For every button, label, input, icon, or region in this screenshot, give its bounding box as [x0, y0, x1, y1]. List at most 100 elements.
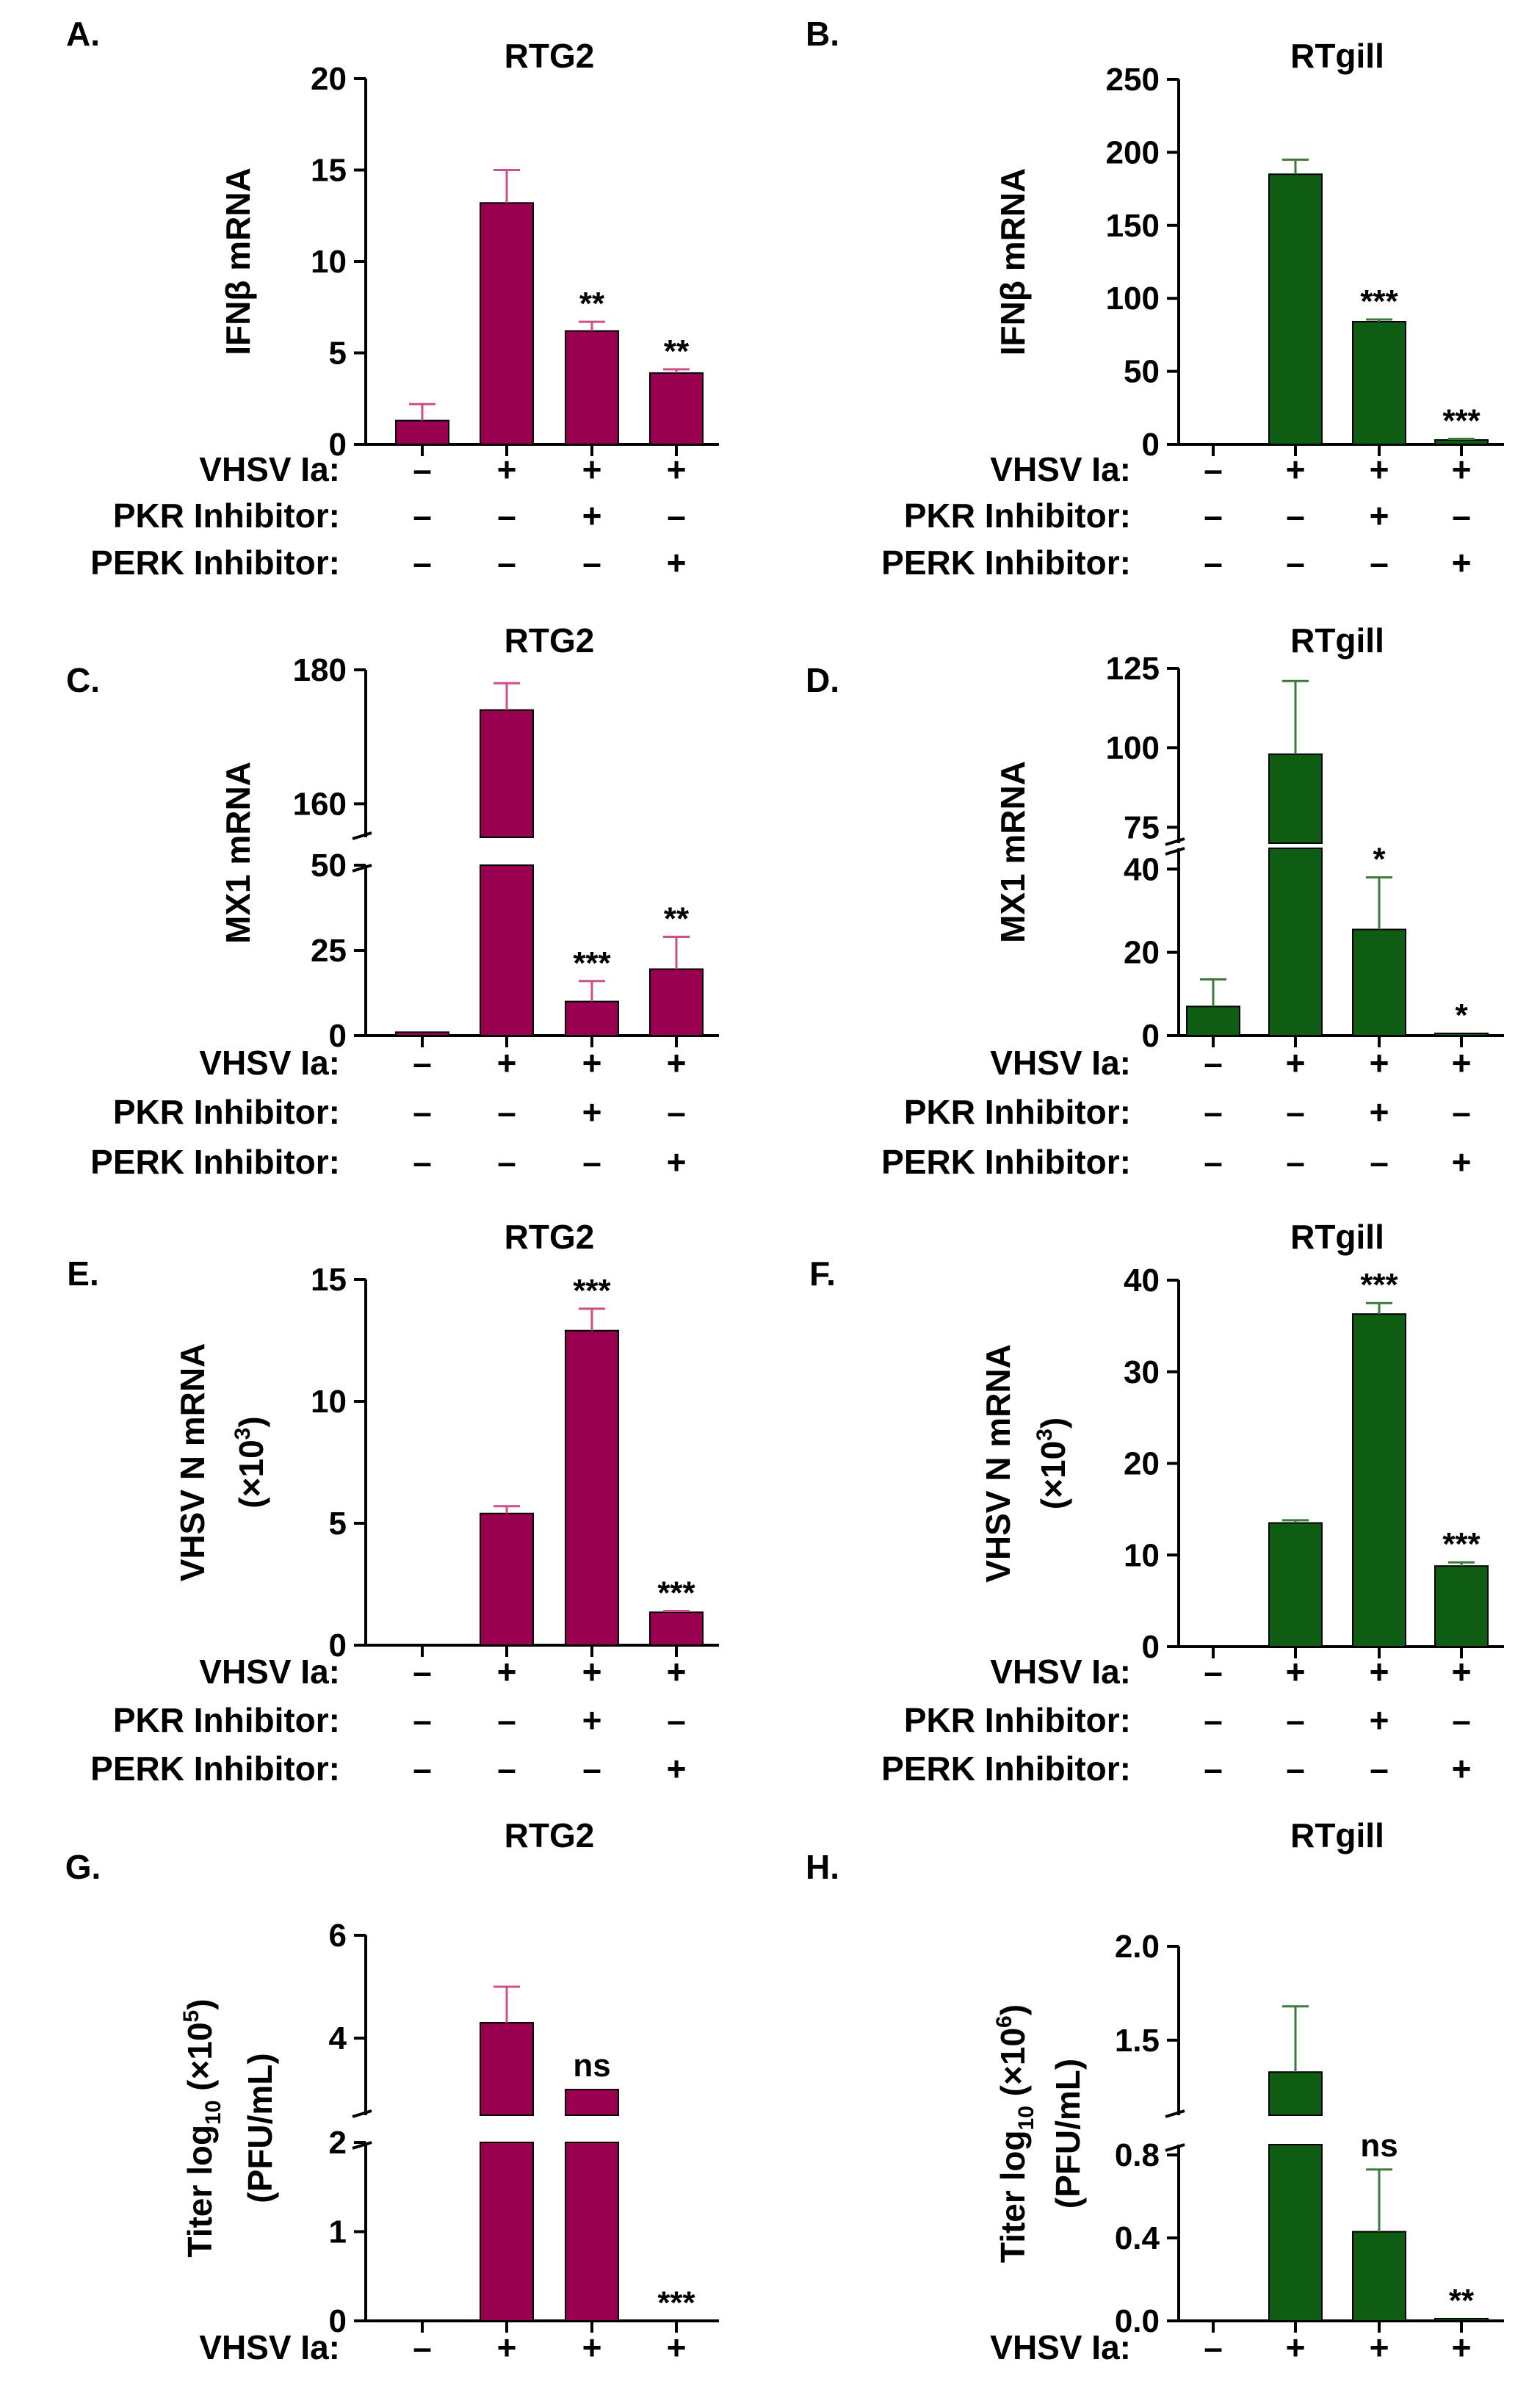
- condition-row-label: PKR Inhibitor:: [904, 496, 1131, 535]
- y-tick-label: 0: [329, 2303, 347, 2339]
- condition-symbol: –: [1286, 543, 1305, 582]
- y-tick-label: 2: [329, 2125, 347, 2161]
- bar: [565, 1329, 619, 1646]
- condition-symbol: –: [1204, 450, 1223, 488]
- bar: [565, 330, 619, 445]
- y-tick-label: 4: [329, 2020, 347, 2056]
- condition-symbol: +: [667, 1143, 687, 1181]
- y-tick-label: 10: [311, 1384, 347, 1420]
- condition-row-label: PKR Inhibitor:: [113, 496, 340, 535]
- chart-title: RTgill: [1290, 621, 1384, 660]
- condition-symbol: +: [582, 496, 602, 535]
- condition-symbol: –: [1452, 1093, 1471, 1131]
- y-axis-label: VHSV N mRNA: [173, 1343, 212, 1582]
- condition-symbol: –: [497, 543, 516, 582]
- bar: [480, 202, 534, 445]
- condition-symbol: –: [1204, 1749, 1223, 1788]
- condition-symbol: –: [1286, 1143, 1305, 1181]
- condition-symbol: +: [1452, 1653, 1472, 1691]
- chart-e: E. RTG2 0 5 10 15 *** *** VHSV N mRNA (×103) VHSV …: [67, 1218, 719, 1788]
- y-tick-label: 40: [1124, 1263, 1160, 1299]
- condition-row-label: PKR Inhibitor:: [113, 1701, 340, 1739]
- condition-symbol: –: [413, 450, 432, 488]
- bar: [565, 2142, 619, 2322]
- y-tick-label: 1: [329, 2214, 347, 2250]
- chart-title: RTG2: [505, 1218, 595, 1256]
- condition-symbol: +: [667, 1749, 687, 1788]
- y-tick-label: 75: [1124, 809, 1160, 845]
- condition-symbol: +: [1452, 1143, 1472, 1181]
- y-axis-label: MX1 mRNA: [994, 761, 1032, 943]
- panel-letter: C.: [66, 661, 100, 699]
- y-tick-label: 180: [293, 652, 347, 688]
- y-tick-label: 160: [293, 786, 347, 822]
- bar: [395, 419, 449, 446]
- y-axis-label: VHSV N mRNA: [979, 1344, 1017, 1583]
- condition-row-label: VHSV Ia:: [990, 450, 1131, 488]
- condition-symbol: –: [413, 2328, 432, 2366]
- y-tick-label: 10: [1124, 1537, 1160, 1573]
- condition-symbol: –: [582, 543, 601, 582]
- bar: [1434, 2318, 1489, 2322]
- condition-row-label: VHSV Ia:: [990, 2328, 1131, 2366]
- condition-symbol: –: [413, 1749, 432, 1788]
- bar: [1434, 1033, 1489, 1036]
- y-axis-label: Titer log10 (×106): [992, 2004, 1038, 2263]
- y-tick-label: 0: [1142, 427, 1160, 463]
- condition-symbol: –: [413, 1653, 432, 1691]
- y-tick-label: 30: [1124, 1354, 1160, 1390]
- condition-symbol: +: [1370, 496, 1389, 535]
- y-tick-label: 20: [311, 61, 347, 97]
- condition-symbol: –: [667, 496, 686, 535]
- significance-label: ns: [1360, 2128, 1398, 2164]
- bar: [649, 372, 704, 446]
- condition-symbol: –: [1204, 1143, 1223, 1181]
- condition-symbol: –: [1204, 1093, 1223, 1131]
- y-tick-label: 0: [1142, 1629, 1160, 1665]
- condition-row-label: PERK Inhibitor:: [90, 1143, 340, 1181]
- significance-label: **: [664, 333, 690, 369]
- condition-symbol: –: [1204, 2328, 1223, 2366]
- condition-symbol: –: [1452, 1701, 1471, 1739]
- condition-symbol: +: [667, 450, 687, 488]
- condition-symbol: +: [497, 1044, 517, 1082]
- condition-symbol: +: [582, 1653, 602, 1691]
- chart-a: A. RTG2 0 5 10 15 20 ** ** IFNβ mRNA VHSV Ia: – + + + P…: [66, 15, 719, 582]
- y-tick-label: 0.8: [1115, 2137, 1160, 2173]
- condition-row-label: PKR Inhibitor:: [904, 1701, 1131, 1739]
- axis-break-mark: [1165, 2143, 1185, 2152]
- condition-symbol: –: [1204, 496, 1223, 535]
- condition-symbol: +: [582, 1701, 602, 1739]
- panel-letter: H.: [806, 1848, 839, 1886]
- y-axis-label-secondary: (PFU/mL): [241, 2053, 279, 2203]
- condition-symbol: –: [667, 1701, 686, 1739]
- bar: [649, 1611, 704, 1646]
- bar: [1268, 173, 1323, 445]
- condition-symbol: +: [1286, 450, 1306, 488]
- significance-label: ***: [573, 945, 611, 981]
- panel-letter: F.: [809, 1254, 836, 1293]
- axis-break-mark: [1165, 2109, 1185, 2118]
- condition-symbol: –: [413, 496, 432, 535]
- chart-title: RTgill: [1290, 1816, 1384, 1855]
- condition-symbol: +: [497, 450, 517, 488]
- chart-title: RTG2: [505, 37, 595, 75]
- y-tick-label: 25: [311, 933, 347, 969]
- significance-label: ns: [573, 2048, 610, 2084]
- chart-d: D. RTgill 0 20 40 75 100 125 * * MX1 mRNA VHSV Ia: –…: [806, 621, 1504, 1181]
- significance-label: ***: [573, 1273, 611, 1309]
- y-tick-label: 50: [1124, 354, 1160, 390]
- y-tick-label: 200: [1106, 134, 1160, 170]
- y-tick-label: 15: [311, 153, 347, 189]
- panel-letter: B.: [806, 15, 839, 53]
- chart-title: RTgill: [1290, 37, 1384, 75]
- y-tick-label: 0: [1142, 1018, 1160, 1054]
- condition-symbol: +: [1452, 543, 1472, 582]
- condition-symbol: +: [582, 450, 602, 488]
- bar: [649, 968, 704, 1037]
- condition-symbol: +: [1370, 1653, 1389, 1691]
- condition-symbol: –: [1370, 1749, 1389, 1788]
- y-tick-label: 0: [329, 1018, 347, 1054]
- condition-symbol: +: [1370, 1093, 1389, 1131]
